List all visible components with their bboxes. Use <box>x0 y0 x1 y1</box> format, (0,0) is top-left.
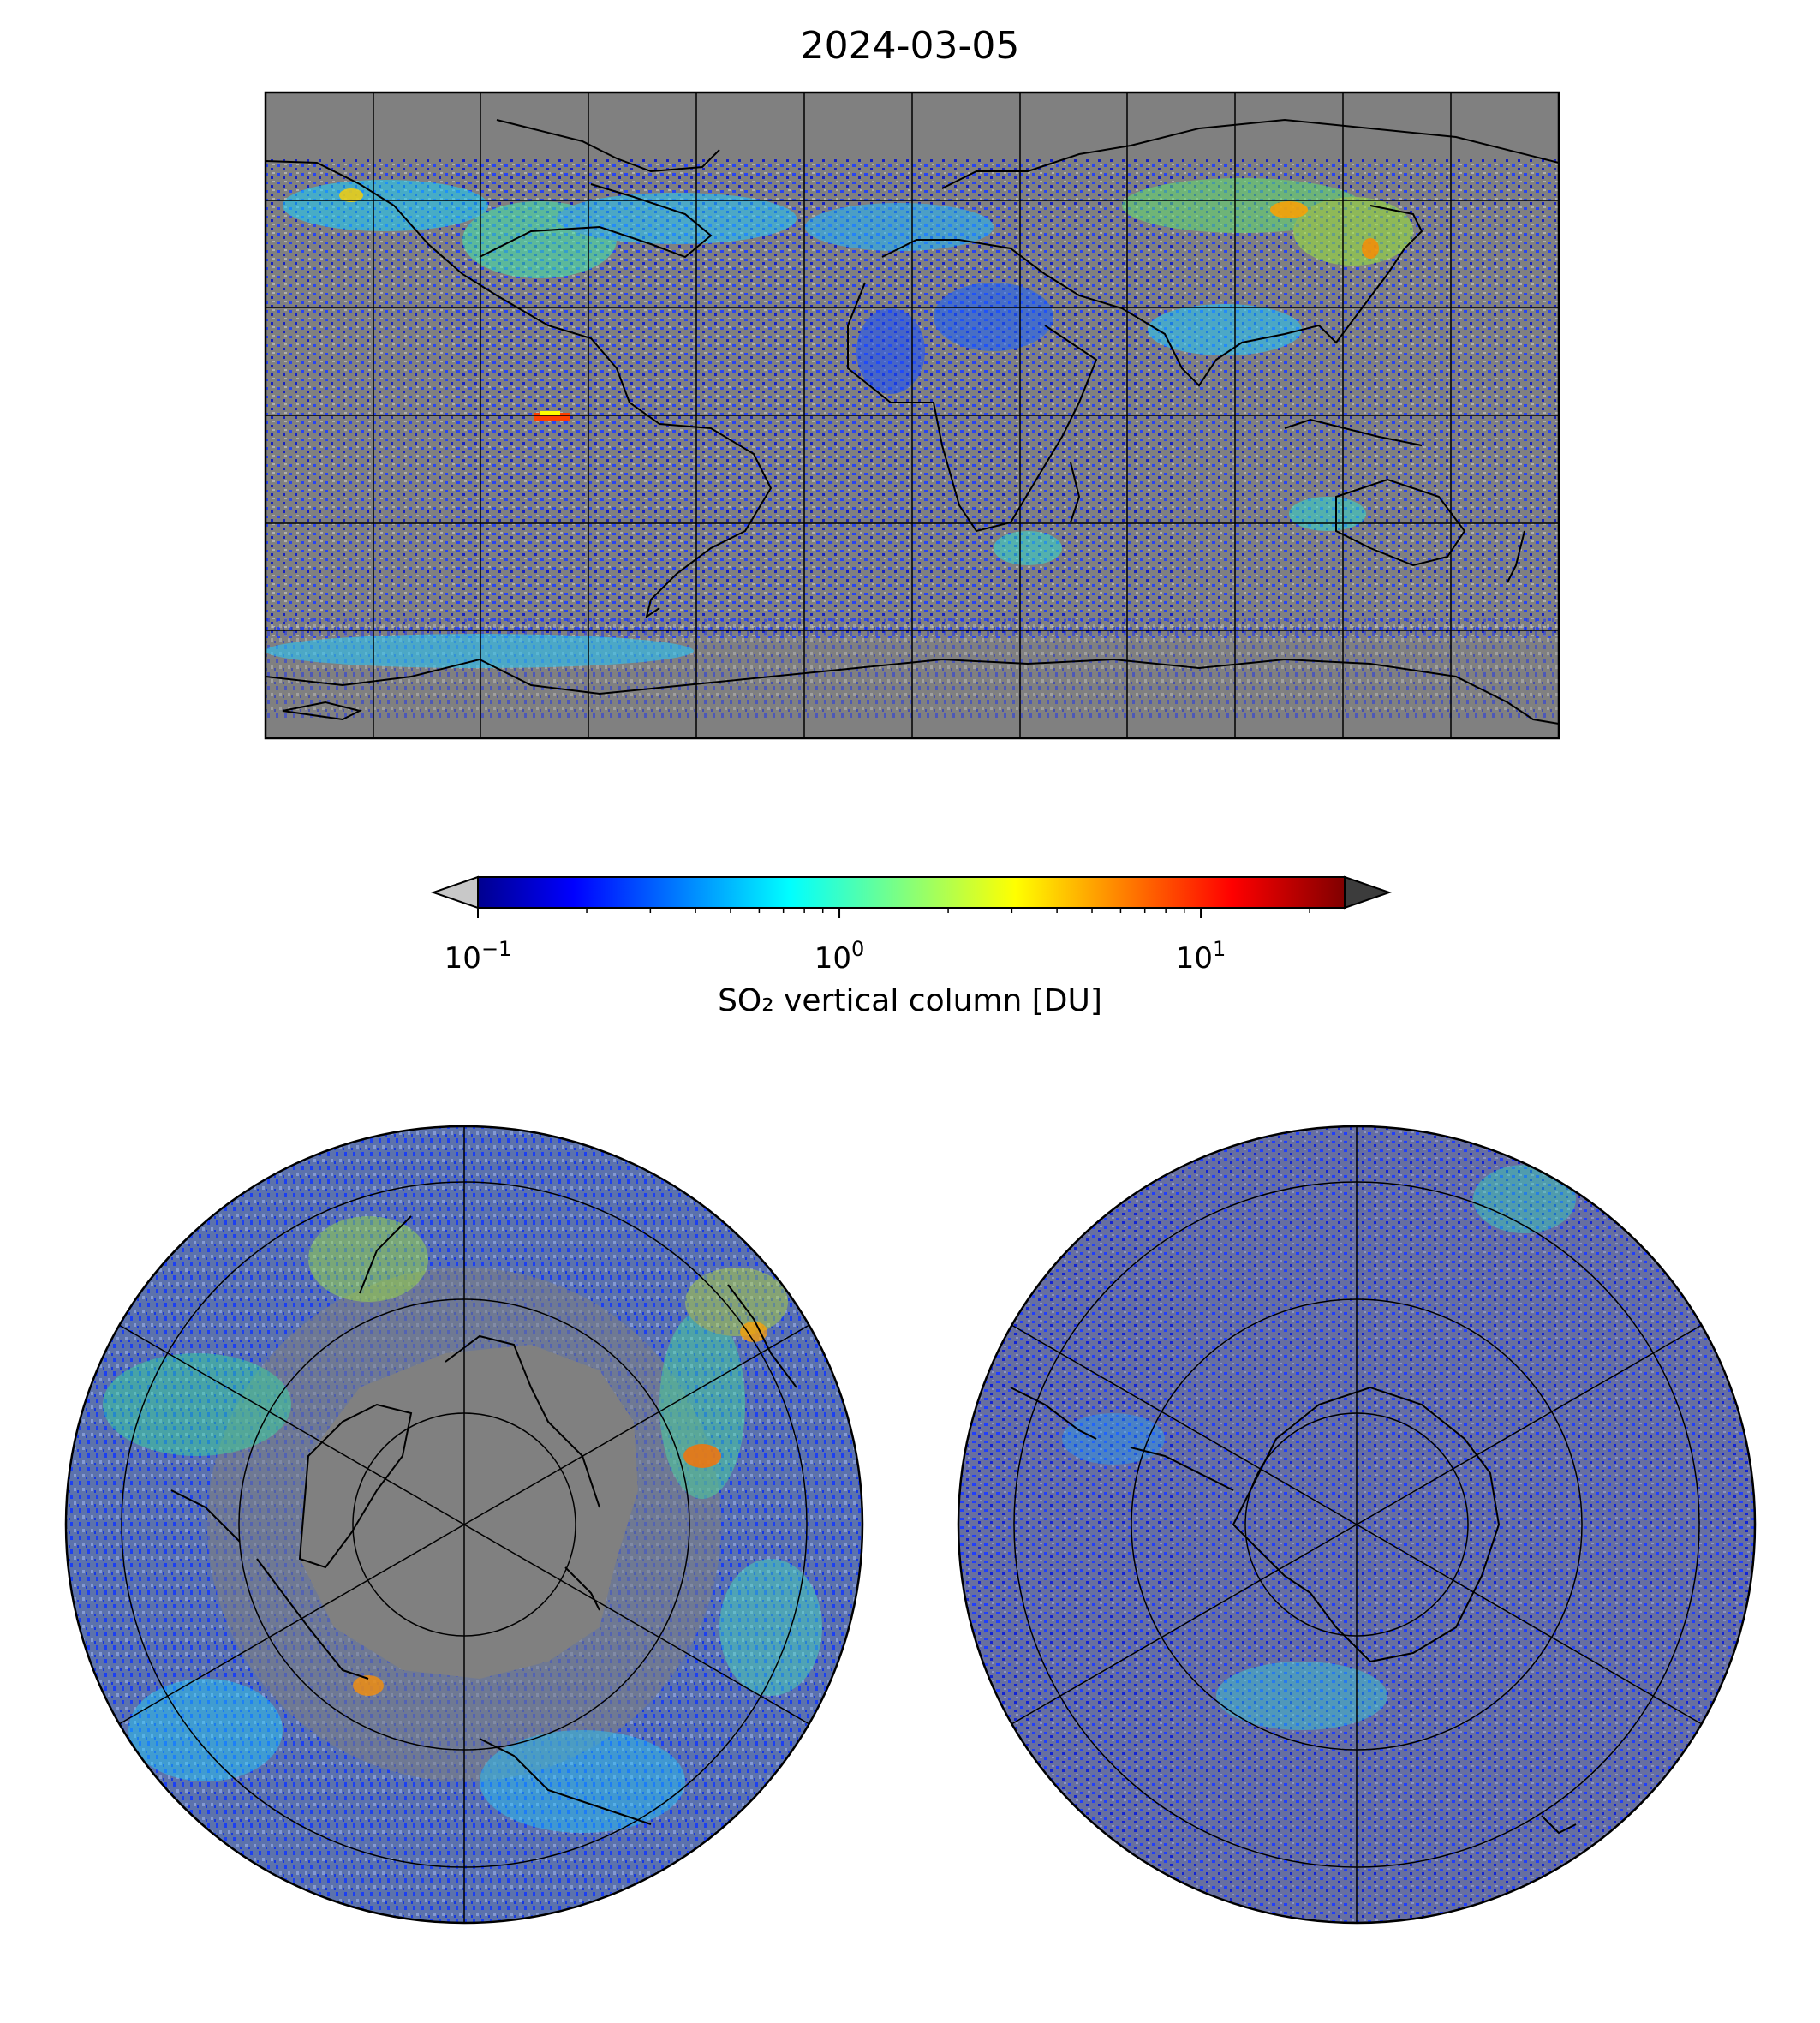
north-polar-graticule <box>118 1126 810 1923</box>
colorbar-tick-label: 10−1 <box>445 937 512 976</box>
colorbar-ticks: 10−1 100 101 <box>445 908 1310 976</box>
global-coastlines <box>266 118 1559 725</box>
colorbar-under-extension <box>430 875 479 910</box>
colorbar-gradient <box>478 877 1345 908</box>
south-polar-graticule <box>1011 1126 1703 1923</box>
colorbar-tick-label: 100 <box>815 937 865 976</box>
global-map-frame <box>264 91 1560 740</box>
south-polar-frame <box>957 1125 1757 1925</box>
global-so2-field <box>266 92 1559 738</box>
north-polar-so2-field <box>66 1126 862 1923</box>
map-title: 2024-03-05 <box>800 24 1020 68</box>
south-polar-coastlines <box>1010 1386 1577 1835</box>
south-polar-so2-field <box>958 1126 1755 1923</box>
north-polar-map <box>64 1125 864 1925</box>
global-map <box>264 91 1560 740</box>
colorbar-over-extension <box>1344 875 1393 910</box>
volcanic-plume-hotspot <box>534 413 570 421</box>
colorbar-label: SO₂ vertical column [DU] <box>718 983 1102 1018</box>
north-polar-frame <box>64 1125 864 1925</box>
colorbar-tick-label: 101 <box>1176 937 1226 976</box>
global-gridlines <box>266 92 1559 738</box>
colorbar: 10−1 100 101 <box>430 875 1393 976</box>
south-polar-map <box>957 1125 1757 1925</box>
